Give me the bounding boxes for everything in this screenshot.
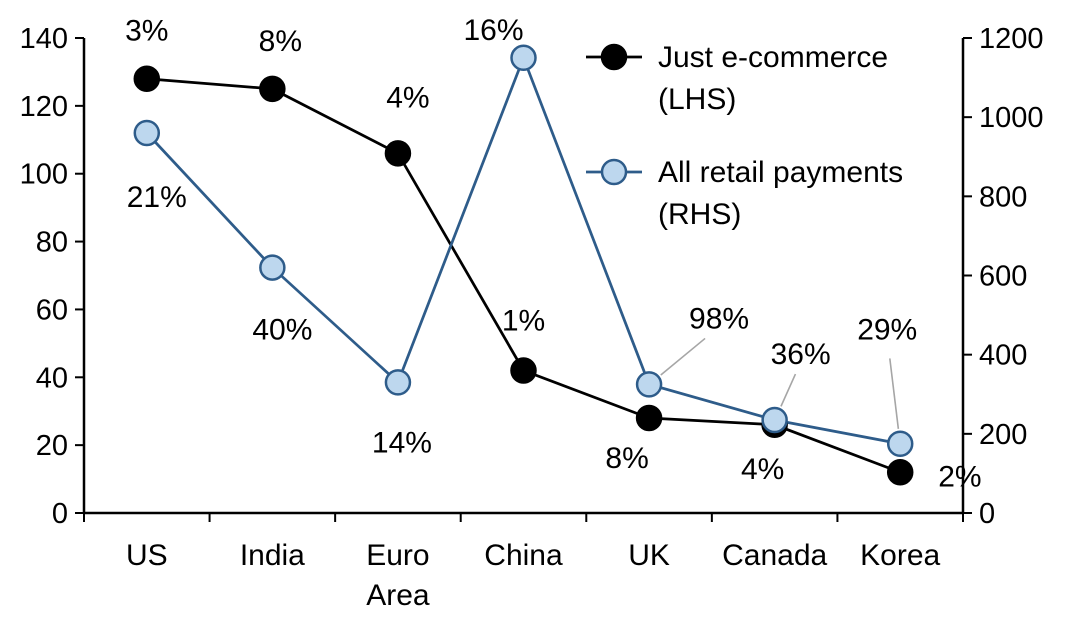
data-label-leader-line — [889, 358, 900, 429]
data-point-rhs-uk — [635, 371, 663, 398]
data-label: 40% — [252, 314, 312, 347]
data-point-rhs-us — [133, 119, 161, 147]
y-axis-left-tick-label: 0 — [52, 498, 68, 530]
data-point-lhs-us — [133, 65, 161, 92]
data-label: 21% — [127, 181, 187, 214]
y-axis-right-tick-label: 400 — [979, 340, 1027, 372]
data-label-leader-line — [660, 337, 706, 376]
y-axis-right-tick-label: 800 — [979, 181, 1027, 213]
legend-label: (LHS) — [658, 83, 736, 116]
y-axis-right-tick-label: 1200 — [979, 23, 1044, 55]
data-label: 2% — [938, 460, 981, 493]
legend-marker — [600, 158, 628, 186]
data-label: 8% — [605, 442, 648, 475]
category-label: UK — [628, 539, 670, 572]
category-label: Euro — [366, 539, 429, 572]
category-label: US — [126, 539, 168, 572]
category-label: Canada — [722, 539, 827, 572]
data-point-rhs-china — [510, 44, 537, 72]
y-axis-left-tick-label: 80 — [36, 227, 68, 259]
data-point-rhs-euro-area — [384, 369, 412, 396]
y-axis-right-tick-label: 600 — [979, 261, 1027, 293]
y-axis-right-tick-label: 1000 — [979, 102, 1044, 134]
data-label: 36% — [771, 338, 831, 371]
data-point-rhs-india — [259, 254, 286, 281]
data-label: 4% — [741, 453, 784, 486]
data-point-lhs-india — [259, 75, 286, 103]
data-point-lhs-euro-area — [384, 140, 412, 167]
legend-marker — [600, 43, 628, 71]
legend-label: All retail payments — [658, 156, 903, 189]
data-point-rhs-korea — [886, 430, 914, 457]
data-label: 3% — [125, 15, 168, 48]
data-label: 1% — [502, 305, 545, 338]
legend-label: (RHS) — [658, 198, 741, 231]
legend-label: Just e-commerce — [658, 41, 888, 74]
data-label: 14% — [372, 426, 432, 459]
y-axis-left-tick-label: 120 — [20, 91, 68, 123]
data-label-leader-line — [780, 373, 797, 407]
data-label: 16% — [463, 14, 523, 47]
data-label: 4% — [386, 81, 429, 114]
data-point-lhs-korea — [886, 459, 914, 486]
y-axis-right-tick-label: 200 — [979, 419, 1027, 451]
y-axis-left-tick-label: 140 — [20, 23, 68, 55]
data-label: 29% — [857, 314, 917, 347]
y-axis-right-tick-label: 0 — [979, 498, 995, 530]
y-axis-left-tick-label: 20 — [36, 430, 68, 462]
data-label: 98% — [689, 302, 749, 335]
category-label: China — [484, 539, 563, 572]
data-label: 8% — [259, 25, 302, 58]
category-label: India — [240, 539, 305, 572]
data-point-lhs-uk — [635, 404, 663, 432]
data-point-lhs-china — [510, 357, 537, 384]
y-axis-left-tick-label: 100 — [20, 159, 68, 191]
data-point-rhs-canada — [761, 406, 788, 434]
series-line-just-e-commerce — [146, 77, 901, 474]
category-label: Korea — [860, 539, 940, 572]
y-axis-left-tick-label: 60 — [36, 294, 68, 326]
y-axis-left-tick-label: 40 — [36, 362, 68, 394]
series-line-all-retail-payments — [145, 53, 901, 446]
category-label: Area — [366, 579, 430, 612]
